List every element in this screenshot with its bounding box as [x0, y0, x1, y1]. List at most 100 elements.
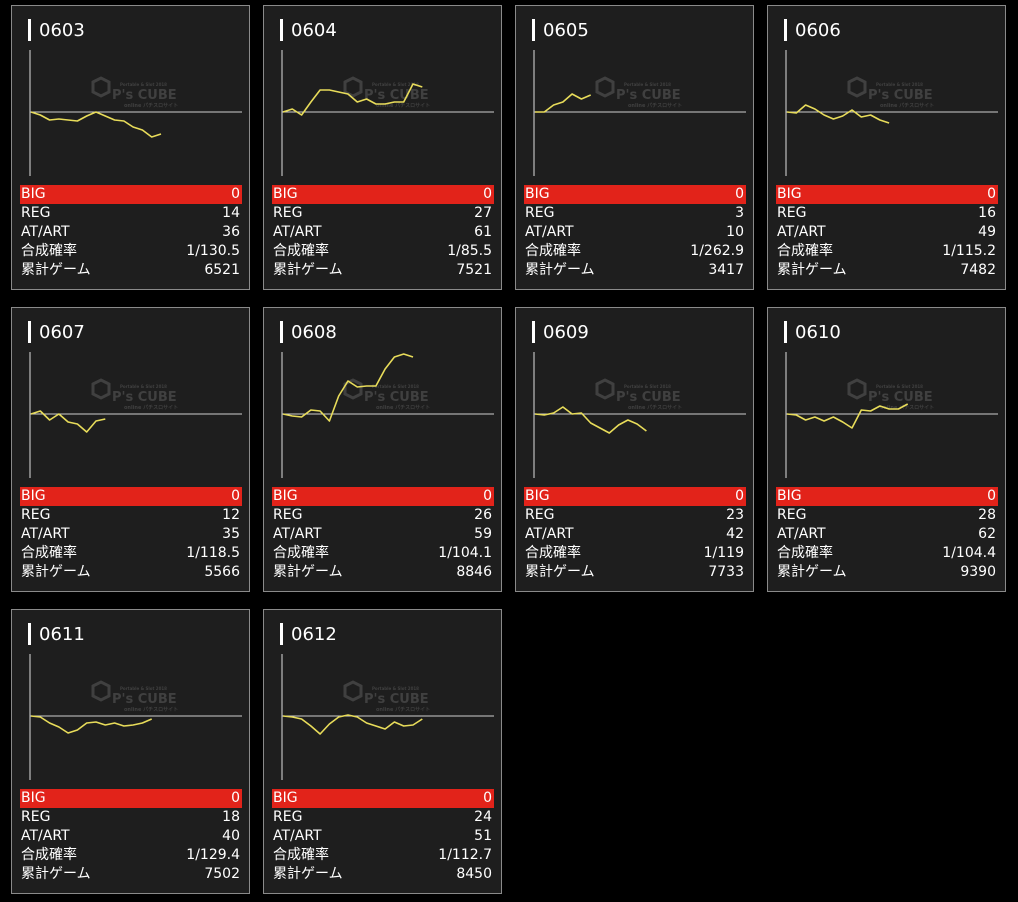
watermark-brand: P's CUBE	[112, 692, 177, 707]
stat-value: 1/262.9	[690, 243, 744, 259]
watermark-sub: online パチスロサイト	[124, 404, 178, 411]
stat-value: 24	[474, 809, 492, 825]
stat-row-rate: 合成確率 1/130.5	[20, 242, 242, 261]
machine-number: 0610	[784, 321, 841, 343]
stats-table: BIG 0 REG 3 AT/ART 10 合成確率 1/262.9 累計ゲーム 3417	[524, 185, 746, 280]
cube-logo-icon	[91, 680, 111, 702]
stat-value: 16	[978, 205, 996, 221]
stat-label: REG	[21, 205, 51, 221]
machine-number: 0603	[28, 19, 85, 41]
cube-logo-icon	[595, 76, 615, 98]
stat-value: 3	[735, 205, 744, 221]
stat-label: AT/ART	[21, 526, 70, 542]
machine-card[interactable]: 0603 Portable & Slot 2018 P's CUBE online パ…	[11, 5, 250, 290]
stat-label: REG	[21, 507, 51, 523]
machine-card[interactable]: 0606 Portable & Slot 2018 P's CUBE online パ…	[767, 5, 1006, 290]
machine-card[interactable]: 0610 Portable & Slot 2018 P's CUBE online パ…	[767, 307, 1006, 592]
stat-row-big: BIG 0	[272, 789, 494, 808]
stat-value: 1/129.4	[186, 847, 240, 863]
stat-row-games: 累計ゲーム 7521	[272, 261, 494, 280]
watermark-brand: P's CUBE	[364, 692, 429, 707]
stats-table: BIG 0 REG 26 AT/ART 59 合成確率 1/104.1 累計ゲーム 8846	[272, 487, 494, 582]
stat-row-big: BIG 0	[20, 789, 242, 808]
stat-label: BIG	[777, 488, 802, 504]
stat-value: 51	[474, 828, 492, 844]
watermark-tagline: Portable & Slot 2018	[120, 384, 167, 389]
stat-label: AT/ART	[273, 224, 322, 240]
stat-value: 27	[474, 205, 492, 221]
stat-value: 1/104.1	[438, 545, 492, 561]
stat-row-rate: 合成確率 1/85.5	[272, 242, 494, 261]
stat-row-reg: REG 27	[272, 204, 494, 223]
machine-card[interactable]: 0611 Portable & Slot 2018 P's CUBE online パ…	[11, 609, 250, 894]
slump-line	[282, 353, 414, 422]
machine-card[interactable]: 0612 Portable & Slot 2018 P's CUBE online パ…	[263, 609, 502, 894]
watermark-brand: P's CUBE	[364, 390, 429, 405]
stat-value: 8450	[456, 866, 492, 882]
stat-row-rate: 合成確率 1/104.1	[272, 544, 494, 563]
machine-number: 0605	[532, 19, 589, 41]
stat-label: AT/ART	[777, 526, 826, 542]
machine-card[interactable]: 0605 Portable & Slot 2018 P's CUBE online パ…	[515, 5, 754, 290]
stat-row-rate: 合成確率 1/115.2	[776, 242, 998, 261]
stats-table: BIG 0 REG 12 AT/ART 35 合成確率 1/118.5 累計ゲーム 5566	[20, 487, 242, 582]
machine-card[interactable]: 0607 Portable & Slot 2018 P's CUBE online パ…	[11, 307, 250, 592]
machine-number: 0612	[280, 623, 337, 645]
watermark-brand: P's CUBE	[868, 88, 933, 103]
watermark-brand: P's CUBE	[616, 390, 681, 405]
machine-card[interactable]: 0604 Portable & Slot 2018 P's CUBE online パ…	[263, 5, 502, 290]
stat-value: 7521	[456, 262, 492, 278]
stat-label: 合成確率	[525, 545, 581, 561]
stat-row-games: 累計ゲーム 6521	[20, 261, 242, 280]
stat-value: 0	[231, 790, 240, 806]
machine-number: 0607	[28, 321, 85, 343]
stat-label: 累計ゲーム	[21, 564, 91, 580]
stat-row-big: BIG 0	[20, 487, 242, 506]
stat-value: 14	[222, 205, 240, 221]
stat-row-rate: 合成確率 1/104.4	[776, 544, 998, 563]
slump-line	[30, 111, 162, 138]
machine-card[interactable]: 0608 Portable & Slot 2018 P's CUBE online パ…	[263, 307, 502, 592]
stat-row-reg: REG 24	[272, 808, 494, 827]
stats-table: BIG 0 REG 28 AT/ART 62 合成確率 1/104.4 累計ゲーム 9390	[776, 487, 998, 582]
stat-label: REG	[273, 809, 303, 825]
stat-label: BIG	[21, 186, 46, 202]
stat-row-big: BIG 0	[20, 185, 242, 204]
stat-row-rate: 合成確率 1/129.4	[20, 846, 242, 865]
stat-value: 9390	[960, 564, 996, 580]
watermark-tagline: Portable & Slot 2018	[624, 82, 671, 87]
stat-label: BIG	[273, 488, 298, 504]
stat-value: 26	[474, 507, 492, 523]
machine-number: 0604	[280, 19, 337, 41]
slump-line	[535, 93, 592, 113]
stat-row-games: 累計ゲーム 8846	[272, 563, 494, 582]
stat-value: 0	[735, 186, 744, 202]
stat-label: AT/ART	[525, 224, 574, 240]
stat-value: 10	[726, 224, 744, 240]
watermark-sub: online パチスロサイト	[376, 102, 430, 109]
watermark-sub: online パチスロサイト	[628, 404, 682, 411]
stat-row-reg: REG 18	[20, 808, 242, 827]
stat-row-rate: 合成確率 1/262.9	[524, 242, 746, 261]
stat-value: 42	[726, 526, 744, 542]
stat-value: 0	[483, 790, 492, 806]
stat-value: 62	[978, 526, 996, 542]
stat-label: REG	[525, 205, 555, 221]
machine-card[interactable]: 0609 Portable & Slot 2018 P's CUBE online パ…	[515, 307, 754, 592]
stat-row-at: AT/ART 40	[20, 827, 242, 846]
stat-value: 7482	[960, 262, 996, 278]
stat-label: 累計ゲーム	[21, 866, 91, 882]
stat-value: 3417	[708, 262, 744, 278]
stat-row-big: BIG 0	[776, 185, 998, 204]
slump-line	[282, 714, 423, 735]
watermark-brand: P's CUBE	[616, 88, 681, 103]
cube-logo-icon	[847, 76, 867, 98]
stat-label: BIG	[21, 488, 46, 504]
